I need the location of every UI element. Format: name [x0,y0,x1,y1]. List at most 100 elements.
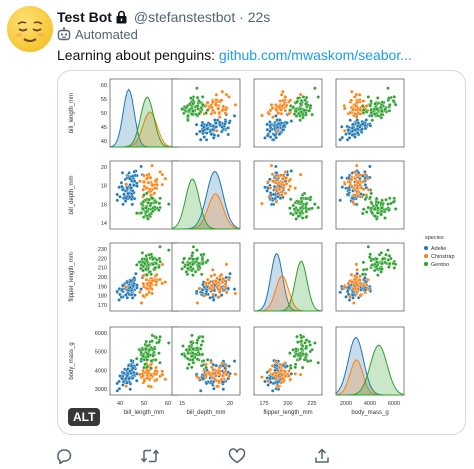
scatter-point-gentoo [191,357,195,362]
scatter-point-gentoo [307,109,311,113]
scatter-point-chinstrap [218,115,222,119]
scatter-point-chinstrap [271,179,275,183]
scatter-point-chinstrap [145,282,149,286]
scatter-point-gentoo [197,352,202,357]
scatter-point-gentoo [190,354,194,359]
scatter-point-chinstrap [224,262,229,267]
scatter-point-chinstrap [124,285,128,289]
scatter-point-chinstrap [356,181,360,185]
scatter-point-chinstrap [153,186,157,190]
user-handle[interactable]: @stefanstestbot [133,9,236,25]
scatter-point-chinstrap [139,301,144,305]
scatter-point-gentoo [186,263,190,267]
scatter-point-adelie [355,271,359,276]
scatter-point-adelie [274,135,278,140]
scatter-point-chinstrap [153,372,157,376]
scatter-point-gentoo [157,201,162,206]
x-tick-label: 60 [165,401,171,407]
scatter-point-adelie [270,389,275,393]
scatter-point-chinstrap [288,377,293,382]
scatter-point-chinstrap [211,372,215,376]
scatter-point-chinstrap [145,286,150,291]
scatter-point-chinstrap [146,181,150,185]
scatter-point-chinstrap [364,104,369,108]
scatter-point-gentoo [158,245,162,249]
scatter-point-chinstrap [283,108,288,113]
scatter-point-adelie [122,192,126,196]
scatter-point-gentoo [145,191,149,196]
x-tick-label: 200 [283,401,292,407]
scatter-point-gentoo [313,341,317,345]
scatter-point-chinstrap [204,281,208,285]
scatter-point-chinstrap [221,104,226,109]
scatter-point-chinstrap [150,163,154,168]
like-button[interactable] [225,445,249,467]
scatter-point-chinstrap [354,290,359,294]
scatter-point-gentoo [304,338,309,342]
scatter-point-chinstrap [354,172,359,177]
tweet-link[interactable]: github.com/mwaskom/seabor... [218,47,412,63]
scatter-point-gentoo [388,103,392,107]
scatter-point-chinstrap [274,360,278,365]
kde-curve-gentoo-bill_length_mm [110,96,178,148]
scatter-point-adelie [119,295,124,299]
kde-curve-gentoo-bill_depth_mm [171,178,240,230]
avatar[interactable] [7,6,53,52]
scatter-point-chinstrap [279,111,284,116]
timestamp[interactable]: 22s [247,9,271,25]
y-tick-label: 3000 [95,387,107,393]
scatter-point-adelie [272,133,277,137]
scatter-point-gentoo [204,365,208,370]
scatter-point-adelie [232,114,237,118]
y-tick-label: 50 [101,111,107,117]
scatter-point-chinstrap [268,186,273,190]
scatter-point-gentoo [184,270,189,274]
scatter-point-chinstrap [343,106,347,111]
y-tick-label: 60 [101,83,107,89]
scatter-point-gentoo [391,200,396,204]
display-name[interactable]: Test Bot [57,9,112,25]
alt-badge[interactable]: ALT [68,408,101,426]
scatter-point-gentoo [379,251,384,255]
scatter-point-gentoo [374,264,379,269]
scatter-point-adelie [135,283,139,287]
scatter-point-chinstrap [274,107,279,112]
legend-label-chinstrap: Chinstrap [431,254,455,260]
retweet-button[interactable] [138,445,162,467]
scatter-point-gentoo [145,273,149,277]
scatter-point-gentoo [152,346,157,351]
scatter-point-adelie [227,121,231,125]
scatter-point-chinstrap [354,281,358,285]
scatter-point-chinstrap [223,282,228,286]
scatter-point-gentoo [369,258,373,263]
reply-button[interactable] [52,445,76,467]
subplot-frame-r2-c2 [253,242,323,312]
tweet-actions [52,445,464,467]
scatter-point-gentoo [186,356,190,361]
scatter-point-gentoo [147,197,151,202]
scatter-point-chinstrap [363,290,367,295]
scatter-point-chinstrap [138,290,142,294]
scatter-point-chinstrap [213,102,218,107]
scatter-point-gentoo [383,107,387,112]
scatter-point-gentoo [146,201,151,205]
scatter-point-adelie [198,129,202,134]
scatter-point-gentoo [143,362,147,367]
lock-icon [115,10,128,28]
scatter-point-gentoo [199,343,204,347]
scatter-point-chinstrap [220,89,225,94]
share-button[interactable] [310,445,334,467]
scatter-point-gentoo [379,105,383,110]
x-axis-label-bill_depth_mm: bill_depth_mm [186,410,225,416]
scatter-point-gentoo [372,207,377,211]
scatter-point-gentoo [149,359,154,363]
scatter-point-adelie [130,376,135,380]
media-card[interactable]: 40 45 50 55 60 bill_length_mm 14 16 18 20 bill_dep… [57,70,466,435]
scatter-point-chinstrap [366,287,371,291]
scatter-point-chinstrap [287,187,291,192]
scatter-point-chinstrap [366,188,371,192]
scatter-point-gentoo [291,348,295,352]
scatter-point-gentoo [361,211,365,216]
scatter-point-gentoo [157,265,161,269]
scatter-point-gentoo [361,260,366,265]
